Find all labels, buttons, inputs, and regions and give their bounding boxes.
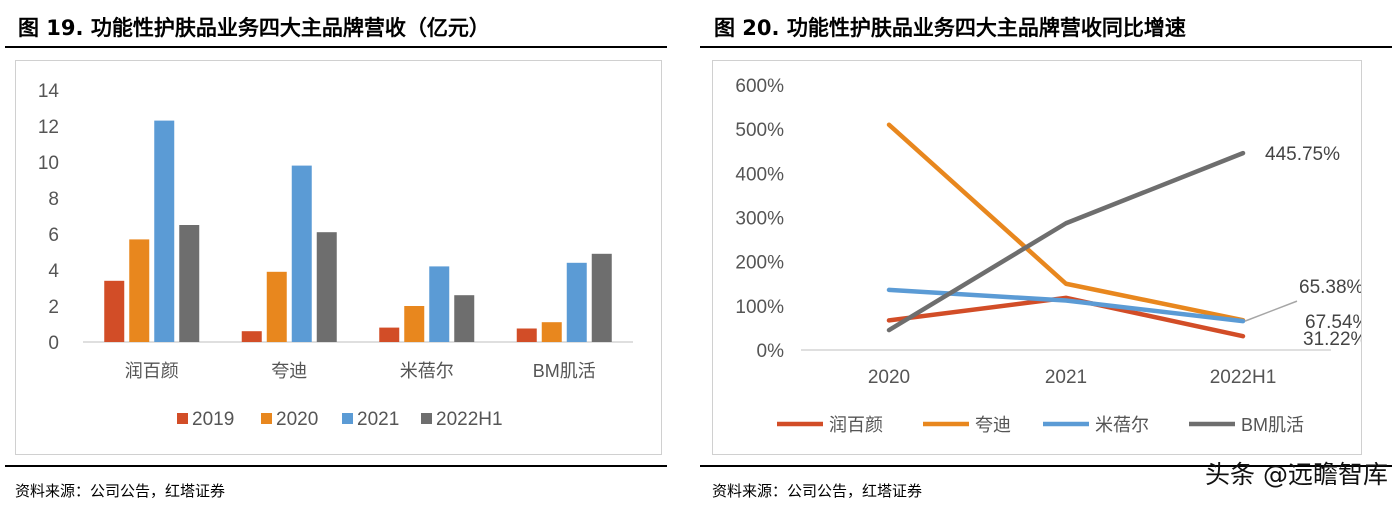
bar-2021-夸迪 bbox=[291, 165, 312, 342]
x-category-label: 米蓓尔 bbox=[400, 361, 454, 381]
series-line-BM肌活 bbox=[886, 150, 1246, 333]
watermark: 头条 @远瞻智库 bbox=[1205, 460, 1388, 489]
y-tick-label: 0% bbox=[757, 341, 785, 362]
source-rule bbox=[700, 465, 1392, 467]
series-line-米蓓尔 bbox=[886, 287, 1246, 324]
series-line-润百颜 bbox=[886, 295, 1246, 339]
legend-swatch-2022H1 bbox=[421, 413, 432, 424]
bar-chart: 0 2 4 6 8 10 12 14 润百颜 夸迪 米蓓尔 BM肌活 2019 2020 2021 2022H… bbox=[38, 81, 633, 430]
bar-2019-米蓓尔 bbox=[379, 327, 400, 342]
legend-swatch-2019 bbox=[177, 413, 188, 424]
figure-19-source: 资料来源：公司公告，红塔证券 bbox=[15, 482, 226, 500]
data-label: 65.38% bbox=[1299, 277, 1361, 298]
y-tick-label: 400% bbox=[735, 164, 784, 185]
legend-label: 润百颜 bbox=[829, 415, 883, 435]
source-rule bbox=[5, 465, 667, 467]
bar-2021-润百颜 bbox=[154, 120, 175, 342]
bar-2019-润百颜 bbox=[104, 280, 125, 342]
bar-2022H1-夸迪 bbox=[316, 232, 337, 342]
y-tick-label: 4 bbox=[48, 261, 59, 282]
figure-20-source: 资料来源：公司公告，红塔证券 bbox=[712, 482, 923, 500]
line-chart: 0% 100% 200% 300% 400% 500% 600% 2020 2021 2022H1… bbox=[735, 76, 1369, 435]
figure-20-panel: 图 20. 功能性护肤品业务四大主品牌营收同比增速 0% 100% 200% 300%… bbox=[700, 0, 1400, 507]
bar-2020-夸迪 bbox=[266, 271, 287, 342]
legend-swatch-2020 bbox=[261, 413, 272, 424]
title-rule bbox=[700, 46, 1392, 48]
x-category-label: 润百颜 bbox=[125, 361, 179, 381]
y-tick-label: 6 bbox=[48, 225, 59, 246]
bar-2020-米蓓尔 bbox=[404, 306, 425, 342]
figure-19-panel: 图 19. 功能性护肤品业务四大主品牌营收（亿元） 0 2 4 6 8 10 12 14 润百颜… bbox=[0, 0, 680, 507]
y-tick-label: 0 bbox=[48, 333, 59, 354]
y-tick-label: 2 bbox=[48, 297, 59, 318]
y-tick-label: 100% bbox=[735, 297, 784, 318]
figure-19-title: 图 19. 功能性护肤品业务四大主品牌营收（亿元） bbox=[18, 16, 490, 40]
data-label-leader-line bbox=[1244, 300, 1298, 322]
data-label: 445.75% bbox=[1265, 144, 1340, 165]
bar-2019-BM肌活 bbox=[516, 328, 537, 342]
y-tick-label: 14 bbox=[38, 81, 60, 102]
x-category-label: 夸迪 bbox=[271, 361, 307, 381]
data-label: 31.22% bbox=[1303, 329, 1361, 350]
legend-label: 2021 bbox=[357, 409, 399, 430]
x-category-label: BM肌活 bbox=[533, 361, 596, 381]
y-tick-label: 300% bbox=[735, 209, 784, 230]
bar-2022H1-润百颜 bbox=[179, 225, 200, 342]
series-line-夸迪 bbox=[886, 122, 1246, 323]
title-rule bbox=[5, 46, 667, 48]
x-tick-label: 2020 bbox=[868, 367, 910, 388]
data-label: 67.54% bbox=[1305, 312, 1361, 333]
line-chart-frame: 0% 100% 200% 300% 400% 500% 600% 2020 2021 2022H1… bbox=[712, 60, 1370, 455]
x-tick-label: 2022H1 bbox=[1210, 367, 1277, 388]
legend-label: BM肌活 bbox=[1241, 415, 1304, 435]
legend-label: 夸迪 bbox=[975, 415, 1011, 435]
bar-2020-润百颜 bbox=[129, 239, 150, 342]
bar-2020-BM肌活 bbox=[541, 322, 562, 342]
legend-label: 米蓓尔 bbox=[1095, 415, 1149, 435]
y-tick-label: 12 bbox=[38, 117, 59, 138]
bar-2022H1-米蓓尔 bbox=[454, 295, 475, 342]
bar-2021-BM肌活 bbox=[566, 262, 587, 342]
x-tick-label: 2021 bbox=[1045, 367, 1087, 388]
bar-2022H1-BM肌活 bbox=[591, 253, 612, 342]
bar-2021-米蓓尔 bbox=[429, 266, 450, 342]
legend-label: 2019 bbox=[192, 409, 234, 430]
y-tick-label: 200% bbox=[735, 253, 784, 274]
legend-label: 2020 bbox=[276, 409, 318, 430]
legend-swatch-2021 bbox=[342, 413, 353, 424]
y-tick-label: 8 bbox=[48, 189, 59, 210]
y-tick-label: 600% bbox=[735, 76, 784, 97]
figure-20-title: 图 20. 功能性护肤品业务四大主品牌营收同比增速 bbox=[714, 16, 1186, 40]
bar-2019-夸迪 bbox=[241, 331, 262, 342]
y-tick-label: 10 bbox=[38, 153, 59, 174]
legend-label: 2022H1 bbox=[436, 409, 503, 430]
bar-chart-frame: 0 2 4 6 8 10 12 14 润百颜 夸迪 米蓓尔 BM肌活 2019 2020 2021 2022H… bbox=[15, 60, 662, 455]
y-tick-label: 500% bbox=[735, 120, 784, 141]
